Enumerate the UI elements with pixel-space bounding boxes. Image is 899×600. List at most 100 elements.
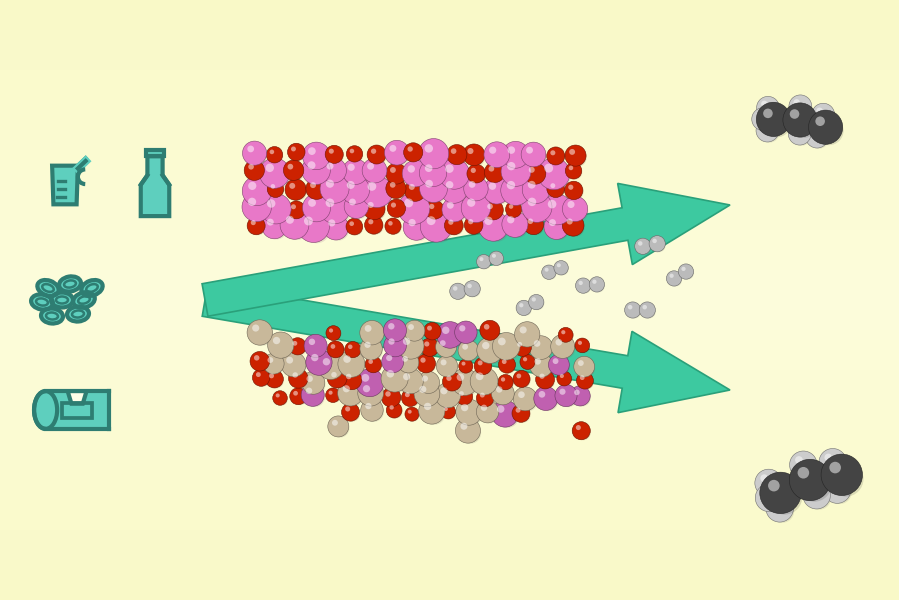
Circle shape [803,481,831,509]
Circle shape [358,380,384,406]
Circle shape [445,181,468,204]
Bar [0,109,899,120]
Circle shape [386,355,405,373]
Circle shape [347,181,355,189]
Circle shape [287,164,305,181]
Circle shape [289,338,307,355]
Circle shape [824,454,832,461]
Circle shape [653,239,657,243]
Circle shape [544,214,569,239]
Circle shape [569,149,587,167]
Circle shape [327,368,347,388]
Circle shape [407,146,413,152]
Circle shape [488,146,511,168]
Bar [0,19,899,30]
Circle shape [243,141,267,165]
Circle shape [502,359,507,364]
Circle shape [328,220,335,226]
Circle shape [530,354,553,377]
Circle shape [441,176,467,203]
Bar [0,569,899,580]
Circle shape [328,328,342,341]
Circle shape [286,356,307,377]
Bar [0,179,899,190]
Circle shape [429,204,434,209]
Circle shape [520,326,527,334]
Circle shape [489,146,496,154]
Circle shape [346,218,362,235]
Circle shape [548,355,569,375]
Bar [0,119,899,130]
Circle shape [387,338,407,358]
Circle shape [371,149,377,154]
Circle shape [403,373,424,394]
Circle shape [760,123,779,143]
Bar [0,299,899,310]
Circle shape [267,357,273,363]
Circle shape [344,194,369,218]
Circle shape [492,382,514,405]
Bar [0,149,899,165]
Circle shape [795,456,803,464]
Circle shape [405,199,414,208]
Circle shape [558,328,573,342]
Bar [0,339,899,350]
Circle shape [480,392,485,398]
Circle shape [565,181,583,200]
Circle shape [407,165,430,188]
Circle shape [467,199,476,207]
Circle shape [364,341,383,361]
Circle shape [348,344,361,358]
Circle shape [346,374,352,379]
Circle shape [578,341,582,345]
Circle shape [544,268,556,280]
Circle shape [461,193,491,223]
Circle shape [382,351,404,373]
Bar [0,344,899,360]
Circle shape [390,202,406,218]
Circle shape [815,116,825,126]
Circle shape [482,342,489,349]
Bar [0,0,899,10]
Circle shape [427,326,432,331]
Circle shape [283,160,304,181]
Circle shape [543,163,571,191]
Circle shape [270,184,284,198]
Circle shape [528,181,536,188]
Bar [0,164,899,180]
Circle shape [547,200,556,208]
Circle shape [507,216,514,223]
Ellipse shape [31,295,53,310]
Circle shape [247,320,272,345]
Circle shape [425,200,444,219]
Circle shape [536,370,555,389]
Circle shape [523,357,527,361]
Bar [0,69,899,80]
Circle shape [485,162,505,182]
Bar [0,459,899,470]
Circle shape [789,451,817,479]
Circle shape [529,167,535,173]
Circle shape [468,181,489,202]
Circle shape [344,406,360,422]
Circle shape [307,161,331,185]
Circle shape [260,158,289,188]
Circle shape [422,376,428,382]
Circle shape [269,373,274,379]
Ellipse shape [41,308,63,323]
Circle shape [474,357,492,375]
Circle shape [367,163,387,184]
Circle shape [560,374,564,378]
Circle shape [580,375,584,380]
Circle shape [547,180,565,197]
Circle shape [756,119,779,142]
Circle shape [317,353,343,380]
Circle shape [456,399,482,425]
Circle shape [488,166,505,183]
Circle shape [681,267,686,271]
Circle shape [424,341,430,347]
Bar [0,529,899,540]
Bar [0,284,899,300]
Circle shape [386,163,406,184]
Circle shape [389,182,406,199]
